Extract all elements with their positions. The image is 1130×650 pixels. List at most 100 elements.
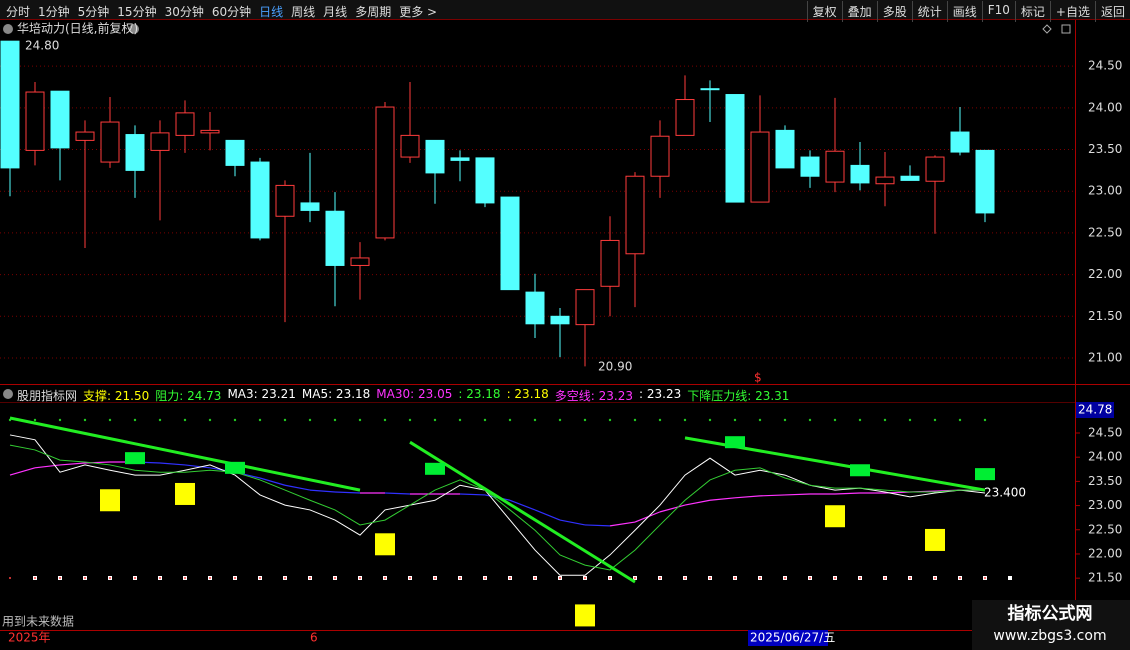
dot (559, 577, 561, 579)
dot (934, 577, 936, 579)
dot (359, 577, 361, 579)
watermark-url: www.zbgs3.com (993, 628, 1106, 644)
period-tab[interactable]: 日线 (259, 5, 284, 19)
ma30-line (634, 511, 661, 523)
period-tab[interactable]: 30分钟 (164, 5, 204, 19)
dot (608, 418, 612, 422)
period-tab[interactable]: 更多 > (399, 5, 438, 19)
dot (333, 418, 337, 422)
tool-button[interactable]: 返回 (1094, 1, 1130, 22)
candle-body (275, 184, 295, 217)
period-tab[interactable]: 多周期 (355, 5, 392, 19)
period-tab[interactable]: 分时 (6, 5, 31, 19)
ma30-line (59, 462, 86, 466)
period-tab[interactable]: 5分钟 (77, 5, 110, 19)
dot (84, 577, 86, 579)
readout: 支撑: 21.50 (83, 389, 150, 403)
period-tab[interactable]: 60分钟 (211, 5, 252, 19)
yellow-marks (825, 505, 845, 528)
readout: 阻力: 24.73 (155, 389, 222, 403)
dot (809, 577, 811, 579)
candle-body (850, 164, 870, 184)
icon[interactable] (1042, 24, 1052, 34)
candle-body (575, 289, 595, 326)
dot (358, 418, 362, 422)
ma30-line (509, 499, 536, 511)
dot (134, 577, 136, 579)
green-marks (725, 436, 745, 449)
tool-button[interactable]: 画线 (946, 1, 982, 22)
tool-button[interactable]: 统计 (911, 1, 947, 22)
dot (234, 577, 236, 579)
icon[interactable] (129, 24, 139, 34)
period-tab[interactable]: 月线 (323, 5, 348, 19)
dot (133, 418, 137, 422)
dot (709, 577, 711, 579)
ma30-line (309, 489, 336, 493)
candle-body (825, 150, 845, 183)
y-tick-label: 23.00 (1088, 184, 1122, 198)
y-tick-label: 23.50 (1088, 474, 1122, 488)
year-label: 2025年 (8, 631, 51, 645)
dot (483, 418, 487, 422)
y-tick-label: 21.00 (1088, 350, 1122, 364)
dot (758, 418, 762, 422)
tool-button[interactable]: 复权 (806, 1, 842, 22)
ma30-line (184, 464, 211, 469)
y-tick-label: 22.00 (1088, 546, 1122, 560)
period-tab[interactable]: 1分钟 (38, 5, 70, 19)
trend-line (9, 416, 361, 492)
dot (9, 577, 11, 579)
dot (784, 577, 786, 579)
icon[interactable] (3, 389, 13, 399)
ma30-line (609, 521, 636, 527)
dot (958, 418, 962, 422)
candle-body (125, 134, 145, 171)
cursor-box (748, 630, 828, 646)
tool-button[interactable]: F10 (981, 1, 1015, 22)
ma30-line (659, 504, 686, 513)
candle-body (750, 131, 770, 203)
yellow-marks (925, 528, 945, 551)
ma30-line (384, 492, 411, 495)
tool-buttons: 复权 叠加 多股 统计 画线 F10 标记 +自选 返回 (806, 1, 1130, 22)
candle-body (25, 91, 45, 151)
dot (984, 577, 986, 579)
candle-body (600, 239, 620, 287)
dot (933, 418, 937, 422)
period-tab[interactable]: 周线 (291, 5, 316, 19)
y-tick-label: 22.50 (1088, 522, 1122, 536)
yellow-marks (100, 489, 120, 512)
yellow-marks (175, 482, 195, 505)
tool-button[interactable]: 叠加 (841, 1, 877, 22)
toolbar-bg (0, 0, 1130, 19)
dot (684, 577, 686, 579)
candle-body (375, 106, 395, 239)
dot (783, 418, 787, 422)
candle-body (625, 175, 645, 255)
period-tab[interactable]: 15分钟 (117, 5, 157, 19)
candle-body (100, 121, 120, 163)
candle-body (925, 156, 945, 182)
dot (409, 577, 411, 579)
tool-button[interactable]: +自选 (1049, 1, 1095, 22)
cursor-date: 2025/06/27/五 (750, 631, 835, 645)
ma30-line (709, 497, 736, 501)
dot (609, 577, 611, 579)
tool-button[interactable]: 多股 (876, 1, 912, 22)
icon[interactable] (1061, 24, 1071, 34)
dot (233, 418, 237, 422)
icon[interactable] (3, 24, 13, 34)
candle-body (175, 112, 195, 136)
dot (808, 418, 812, 422)
tool-button[interactable]: 标记 (1014, 1, 1050, 22)
dot (884, 577, 886, 579)
dot (208, 418, 212, 422)
dot (383, 418, 387, 422)
indicator-line (9, 434, 986, 576)
dot (584, 577, 586, 579)
ma30-line (534, 509, 561, 521)
candle-body (500, 196, 520, 291)
